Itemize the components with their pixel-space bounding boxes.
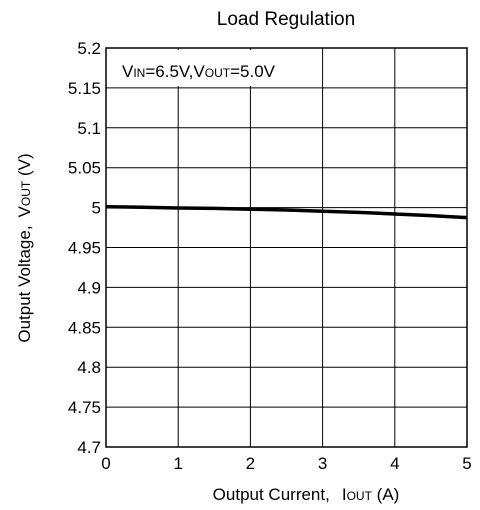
x-tick-label: 3 [318, 454, 327, 473]
y-tick-label: 4.75 [68, 398, 101, 417]
x-tick-labels: 0 1 2 3 4 5 [101, 454, 471, 473]
x-tick-label: 2 [246, 454, 255, 473]
x-tick-label: 0 [101, 454, 110, 473]
y-tick-label: 5.15 [68, 79, 101, 98]
y-axis-label: Output Voltage,VOUT (V) [15, 153, 34, 342]
x-axis-label: Output Current, IOUT (A) [213, 485, 400, 504]
y-tick-label: 4.8 [77, 358, 101, 377]
x-tick-label: 1 [173, 454, 182, 473]
y-tick-label: 5 [92, 199, 101, 218]
annotation-background [108, 50, 314, 86]
conditions-annotation: VIN=6.5V,VOUT=5.0V [122, 62, 276, 81]
plot-frame [105, 47, 468, 448]
y-tick-labels: 5.2 5.15 5.1 5.05 5 4.95 4.9 4.85 4.8 4.75 4.7 [68, 39, 101, 457]
series-line [105, 205, 468, 220]
grid-lines [105, 47, 468, 448]
x-tick-label: 4 [390, 454, 399, 473]
y-tick-label: 4.7 [77, 438, 101, 457]
y-tick-label: 5.05 [68, 159, 101, 178]
y-tick-label: 4.95 [68, 239, 101, 258]
y-tick-label: 4.9 [77, 278, 101, 297]
chart-title: Load Regulation [217, 9, 355, 30]
y-tick-label: 4.85 [68, 318, 101, 337]
y-tick-label: 5.2 [77, 39, 101, 58]
y-tick-label: 5.1 [77, 119, 101, 138]
x-tick-label: 5 [462, 454, 471, 473]
series-group [105, 205, 468, 220]
